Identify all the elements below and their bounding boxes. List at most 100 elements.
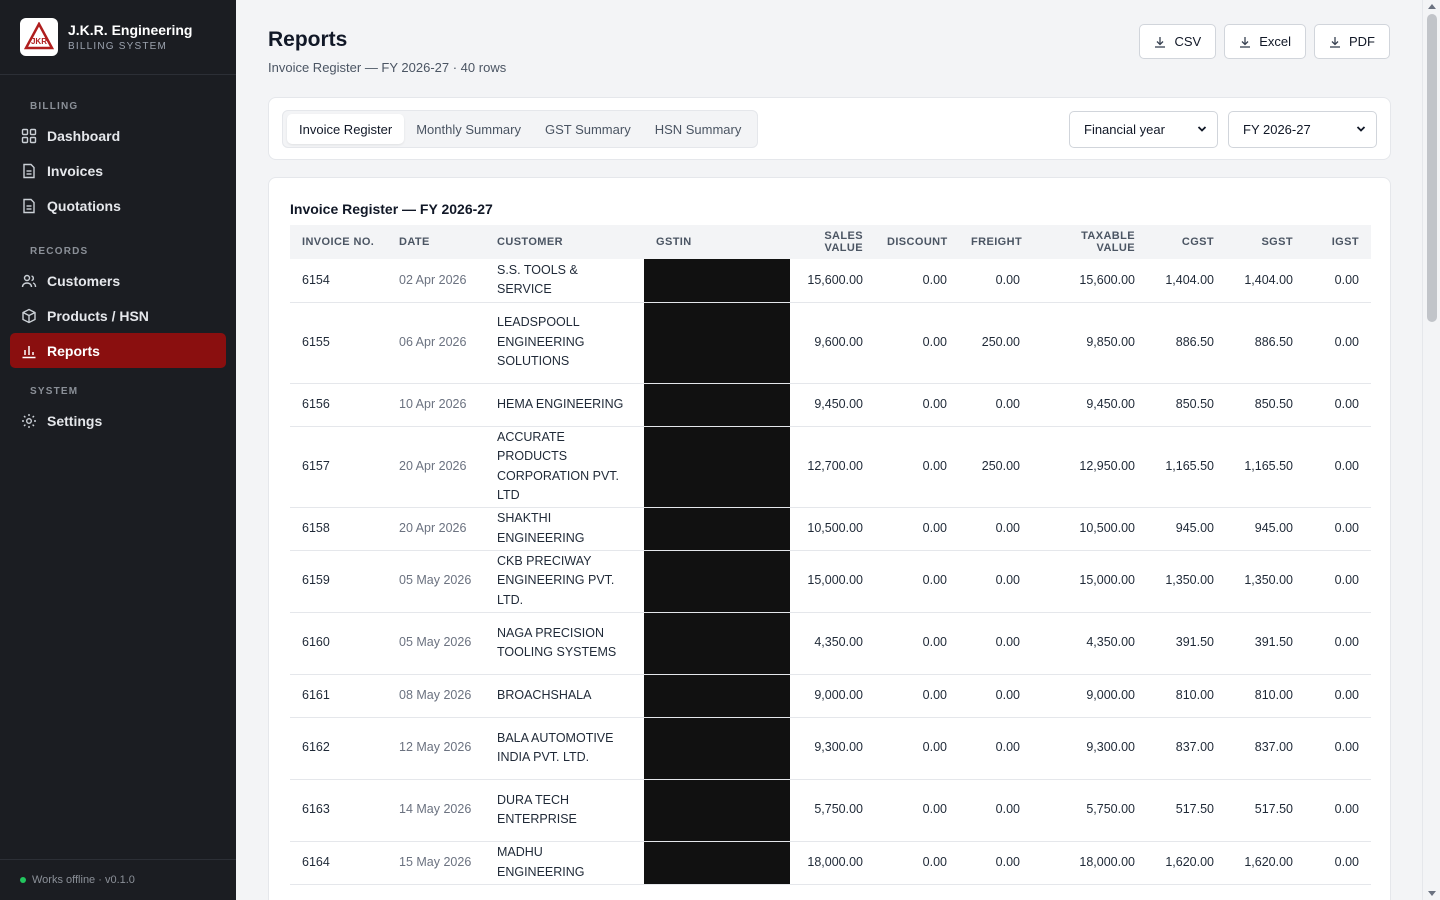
table-row[interactable]: 6164 15 May 2026 MADHU ENGINEERING 18,00… xyxy=(290,841,1371,885)
cell-customer: LEADSPOOLL ENGINEERING SOLUTIONS xyxy=(485,302,644,384)
cell-taxable-value: 15,600.00 xyxy=(1032,259,1147,303)
sidebar-item-label: Invoices xyxy=(47,162,104,179)
cell-sgst: 850.50 xyxy=(1226,383,1305,427)
header-customer[interactable]: CUSTOMER xyxy=(497,236,563,248)
sidebar-item-invoices[interactable]: Invoices xyxy=(10,153,226,188)
cell-freight: 0.00 xyxy=(959,383,1032,427)
cell-discount: 0.00 xyxy=(875,426,959,508)
cell-discount: 0.00 xyxy=(875,841,959,885)
sidebar: JKR J.K.R. Engineering BILLING SYSTEM BI… xyxy=(0,0,236,900)
cell-igst: 0.00 xyxy=(1305,259,1371,303)
cell-cgst: 1,165.50 xyxy=(1147,426,1226,508)
svg-text:JKR: JKR xyxy=(31,37,47,46)
table-row[interactable]: 6158 20 Apr 2026 SHAKTHI ENGINEERING 10,… xyxy=(290,507,1371,551)
sidebar-item-dashboard[interactable]: Dashboard xyxy=(10,118,226,153)
page-subtitle: Invoice Register — FY 2026-27 · 40 rows xyxy=(268,60,507,75)
header-invoice-no[interactable]: INVOICE NO. xyxy=(302,236,375,248)
cell-sgst: 1,620.00 xyxy=(1226,841,1305,885)
chevron-down-icon xyxy=(1356,122,1366,137)
sidebar-item-customers[interactable]: Customers xyxy=(10,263,226,298)
online-status-icon xyxy=(20,877,26,883)
cell-freight: 0.00 xyxy=(959,550,1032,613)
cell-cgst: 1,620.00 xyxy=(1147,841,1226,885)
users-icon xyxy=(20,272,37,289)
invoice-register-card: Invoice Register — FY 2026-27 INVOICE NO… xyxy=(268,177,1391,900)
cell-taxable-value: 10,500.00 xyxy=(1032,507,1147,551)
cell-customer: S.S. TOOLS & SERVICE xyxy=(485,259,644,303)
tab-invoice-register[interactable]: Invoice Register xyxy=(287,114,405,144)
cell-invoice-no: 6156 xyxy=(290,383,387,427)
cell-igst: 0.00 xyxy=(1305,779,1371,842)
export-excel-button[interactable]: Excel xyxy=(1224,24,1306,59)
header-freight[interactable]: FREIGHT xyxy=(971,236,1023,248)
cell-sgst: 391.50 xyxy=(1226,612,1305,675)
sidebar-item-settings[interactable]: Settings xyxy=(10,403,226,438)
table-row[interactable]: 6162 12 May 2026 BALA AUTOMOTIVE INDIA P… xyxy=(290,717,1371,780)
cell-sales-value: 15,000.00 xyxy=(790,550,875,613)
header-taxable-value[interactable]: TAXABLE VALUE xyxy=(1081,230,1135,254)
cell-date: 08 May 2026 xyxy=(387,674,485,718)
cell-gstin-redacted xyxy=(644,717,790,780)
sidebar-item-label: Reports xyxy=(47,342,100,359)
table-row[interactable]: 6161 08 May 2026 BROACHSHALA 9,000.00 0.… xyxy=(290,674,1371,718)
app-status-text: Works offline · v0.1.0 xyxy=(32,874,135,886)
period-type-select[interactable]: Financial year xyxy=(1069,111,1218,148)
cell-discount: 0.00 xyxy=(875,779,959,842)
sidebar-item-reports[interactable]: Reports xyxy=(10,333,226,368)
cell-gstin-redacted xyxy=(644,612,790,675)
financial-year-select[interactable]: FY 2026-27 xyxy=(1228,111,1377,148)
header-sgst[interactable]: SGST xyxy=(1261,236,1293,248)
export-pdf-button[interactable]: PDF xyxy=(1314,24,1390,59)
table-row[interactable]: 6154 02 Apr 2026 S.S. TOOLS & SERVICE 15… xyxy=(290,259,1371,303)
table-row[interactable]: 6156 10 Apr 2026 HEMA ENGINEERING 9,450.… xyxy=(290,383,1371,427)
cell-sales-value: 9,450.00 xyxy=(790,383,875,427)
sidebar-item-products[interactable]: Products / HSN xyxy=(10,298,226,333)
nav-section-records: RECORDS xyxy=(30,245,89,257)
cell-gstin-redacted xyxy=(644,674,790,718)
header-cgst[interactable]: CGST xyxy=(1181,236,1214,248)
page-scrollbar[interactable] xyxy=(1422,0,1440,900)
table-row[interactable]: 6163 14 May 2026 DURA TECH ENTERPRISE 5,… xyxy=(290,779,1371,842)
scroll-down-icon[interactable] xyxy=(1428,891,1436,896)
cell-freight: 0.00 xyxy=(959,779,1032,842)
invoice-register-table: INVOICE NO. DATE CUSTOMER GSTIN SALES VA… xyxy=(290,225,1371,885)
cell-freight: 0.00 xyxy=(959,507,1032,551)
cell-customer: CKB PRECIWAY ENGINEERING PVT. LTD. xyxy=(485,550,644,613)
tab-hsn-summary[interactable]: HSN Summary xyxy=(654,121,742,137)
sidebar-item-quotations[interactable]: Quotations xyxy=(10,188,226,223)
table-row[interactable]: 6159 05 May 2026 CKB PRECIWAY ENGINEERIN… xyxy=(290,550,1371,613)
nav-section-billing: BILLING xyxy=(30,100,79,112)
table-row[interactable]: 6155 06 Apr 2026 LEADSPOOLL ENGINEERING … xyxy=(290,302,1371,384)
sidebar-item-label: Quotations xyxy=(47,197,121,214)
cell-discount: 0.00 xyxy=(875,612,959,675)
cell-freight: 0.00 xyxy=(959,612,1032,675)
table-row[interactable]: 6157 20 Apr 2026 ACCURATE PRODUCTS CORPO… xyxy=(290,426,1371,508)
cell-taxable-value: 9,000.00 xyxy=(1032,674,1147,718)
header-gstin[interactable]: GSTIN xyxy=(656,236,692,248)
cell-igst: 0.00 xyxy=(1305,507,1371,551)
header-sales-value[interactable]: SALES VALUE xyxy=(824,230,863,254)
chevron-down-icon xyxy=(1197,122,1207,137)
cell-sales-value: 4,350.00 xyxy=(790,612,875,675)
brand[interactable]: JKR J.K.R. Engineering BILLING SYSTEM xyxy=(0,0,236,75)
document-icon xyxy=(20,197,37,214)
header-date[interactable]: DATE xyxy=(399,236,430,248)
report-controls: Invoice Register Monthly Summary GST Sum… xyxy=(268,97,1391,160)
scroll-up-icon[interactable] xyxy=(1428,4,1436,9)
main-content: Reports Invoice Register — FY 2026-27 · … xyxy=(236,0,1422,900)
table-row[interactable]: 6160 05 May 2026 NAGA PRECISION TOOLING … xyxy=(290,612,1371,675)
cell-discount: 0.00 xyxy=(875,383,959,427)
tab-gst-summary[interactable]: GST Summary xyxy=(544,121,631,137)
cell-gstin-redacted xyxy=(644,426,790,508)
header-discount[interactable]: DISCOUNT xyxy=(887,236,948,248)
header-igst[interactable]: IGST xyxy=(1331,236,1359,248)
scrollbar-thumb[interactable] xyxy=(1427,14,1437,322)
download-icon xyxy=(1329,36,1341,48)
cell-invoice-no: 6161 xyxy=(290,674,387,718)
tab-monthly-summary[interactable]: Monthly Summary xyxy=(416,121,521,137)
cell-taxable-value: 9,450.00 xyxy=(1032,383,1147,427)
cell-sgst: 1,404.00 xyxy=(1226,259,1305,303)
cell-customer: HEMA ENGINEERING xyxy=(485,383,644,427)
export-csv-button[interactable]: CSV xyxy=(1139,24,1217,59)
cell-sales-value: 9,000.00 xyxy=(790,674,875,718)
